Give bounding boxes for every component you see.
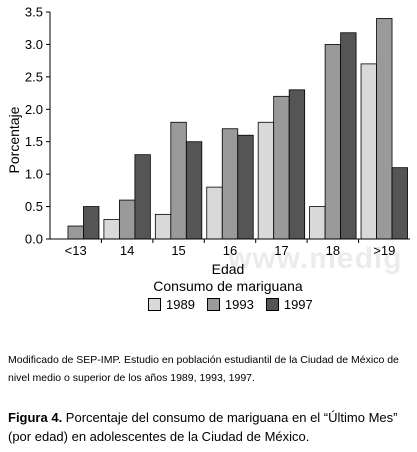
bar-1997-2 (185, 141, 203, 240)
legend-swatch-1997 (265, 298, 279, 311)
bar-1989-2 (154, 213, 172, 240)
x-tick-label: 17 (274, 243, 288, 258)
bar-1989-3 (206, 186, 223, 240)
bar-1993-4 (273, 95, 290, 240)
legend-label-1989: 1989 (166, 297, 195, 312)
bar-1993-6 (376, 18, 393, 240)
bar-1993-5 (324, 44, 342, 240)
x-tick-label: 15 (171, 243, 185, 258)
y-tick-label: 1.0 (25, 167, 43, 182)
legend-item-1997: 1997 (265, 297, 313, 312)
legend-label-1993: 1993 (224, 297, 254, 312)
figure-caption: Figura 4. Porcentaje del consumo de mari… (8, 408, 413, 446)
figure-label: Figura 4. (8, 410, 63, 425)
y-tick-label: 2.0 (25, 102, 43, 117)
watermark: www.medig (228, 242, 403, 275)
bar-1993-2 (170, 121, 187, 240)
bar-1997-1 (134, 154, 151, 240)
bar-1997-3 (237, 134, 254, 240)
y-tick-label: 0.5 (25, 199, 43, 214)
x-tick-label: 16 (223, 243, 237, 258)
bar-1997-6 (391, 167, 408, 240)
x-axis-label: Edad (212, 261, 245, 277)
bar-1997-4 (288, 89, 306, 240)
y-axis-label: Porcentaje (6, 106, 22, 173)
y-tick-label: 3.0 (25, 37, 43, 52)
bar-1993-3 (221, 128, 239, 240)
bar-chart: 0.0 0.5 1.0 1.5 2.0 2.5 3.0 3.5 <13 14 15 16 17 18 >1… (6, 5, 410, 294)
y-tick-label: 2.5 (25, 69, 43, 84)
x-tick-label: <13 (65, 243, 87, 258)
source-note: Modificado de SEP-IMP. Estudio en poblac… (8, 354, 399, 384)
x-tick-label: 14 (120, 243, 134, 258)
legend: 1989 1993 1997 (148, 297, 313, 312)
legend-swatch-1989 (148, 298, 161, 311)
x-axis-ticks: <13 14 15 16 17 18 >19 (65, 239, 395, 258)
legend-item-1993: 1993 (206, 297, 254, 312)
y-axis-ticks: 0.0 0.5 1.0 1.5 2.0 2.5 3.0 3.5 (25, 5, 50, 247)
y-tick-label: 0.0 (25, 232, 43, 247)
legend-label-1997: 1997 (283, 297, 313, 312)
bars (67, 18, 408, 240)
bar-1989-1 (103, 219, 120, 240)
bar-1997-5 (340, 32, 357, 240)
y-tick-label: 3.5 (25, 5, 43, 20)
bar-1993-0 (67, 225, 84, 240)
legend-item-1989: 1989 (148, 297, 195, 312)
x-tick-label: 18 (326, 243, 340, 258)
y-tick-label: 1.5 (25, 134, 43, 149)
chart-subtitle: Consumo de mariguana (153, 278, 303, 294)
bar-1989-4 (257, 121, 275, 240)
legend-swatch-1993 (206, 298, 220, 311)
bar-1997-0 (83, 206, 100, 240)
bar-1993-1 (118, 199, 136, 240)
bar-1989-6 (360, 63, 377, 240)
bar-1989-5 (309, 206, 326, 240)
x-tick-label: >19 (373, 243, 395, 258)
figure-caption-text: Porcentaje del consumo de mariguana en e… (8, 410, 398, 444)
